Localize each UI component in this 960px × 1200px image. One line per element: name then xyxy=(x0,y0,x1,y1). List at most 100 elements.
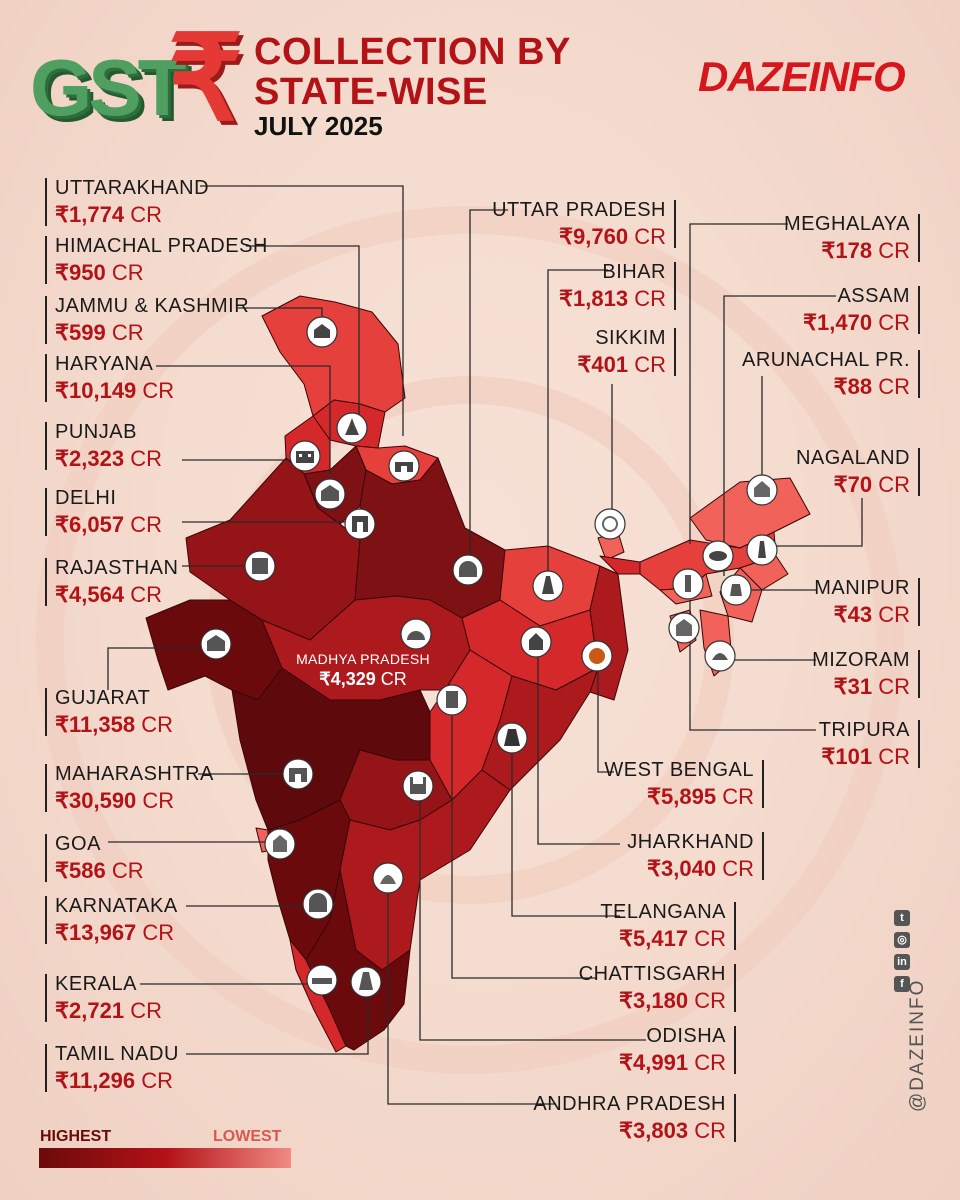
rhino-icon xyxy=(702,540,734,572)
unit-label: CR xyxy=(130,998,162,1023)
unit-label: CR xyxy=(634,286,666,311)
unit-label: CR xyxy=(878,674,910,699)
church-icon-goa xyxy=(264,828,296,860)
bodh-gaya-icon xyxy=(532,570,564,602)
unit-label: CR xyxy=(634,224,666,249)
state-name: DELHI xyxy=(55,487,117,509)
sikkim-emblem-icon xyxy=(594,508,626,540)
state-name: ODISHA xyxy=(646,1025,726,1047)
state-name: TRIPURA xyxy=(818,719,910,741)
title-line-1: COLLECTION BY xyxy=(254,31,571,73)
state-value: ₹178 xyxy=(821,238,873,263)
state-value: ₹11,358 xyxy=(55,712,136,737)
label-kerala: KERALA ₹2,721 CR xyxy=(45,974,162,1022)
state-value: ₹31 xyxy=(833,674,873,699)
unit-label: CR xyxy=(694,1118,726,1143)
unit-label: CR xyxy=(694,926,726,951)
state-name: NAGALAND xyxy=(795,447,910,469)
period-label: JULY 2025 xyxy=(254,111,383,141)
taj-mahal-icon xyxy=(452,554,484,586)
gopuram-icon xyxy=(350,966,382,998)
unit-label: CR xyxy=(111,858,144,883)
label-uttar-pradesh: UTTAR PRADESH ₹9,760 CR xyxy=(492,200,676,248)
twitter-icon[interactable]: t xyxy=(894,910,910,926)
unit-label: CR xyxy=(130,202,162,227)
hawa-mahal-icon xyxy=(244,550,276,582)
state-name: MIZORAM xyxy=(812,649,910,671)
state-name: PUNJAB xyxy=(55,421,137,443)
leader-lines xyxy=(107,185,863,1105)
state-value: ₹3,040 xyxy=(647,856,717,881)
rupee-symbol-icon: ₹ xyxy=(168,13,244,145)
state-value: ₹5,417 xyxy=(619,926,689,951)
legend-color-scale xyxy=(39,1148,291,1168)
monastery-icon-arunachal xyxy=(746,474,778,506)
state-name: ARUNACHAL PR. xyxy=(741,349,910,371)
temple-icon-chhattisgarh xyxy=(436,684,468,716)
label-rajasthan: RAJASTHAN ₹4,564 CR xyxy=(45,558,178,606)
unit-label: CR xyxy=(878,310,910,335)
india-gate-icon xyxy=(344,508,376,540)
temple-icon xyxy=(336,412,368,444)
state-value: ₹101 xyxy=(821,744,873,769)
region-west-bengal[interactable] xyxy=(589,565,629,701)
dancer-icon xyxy=(746,534,778,566)
state-value: ₹950 xyxy=(55,260,106,285)
label-maharashtra: MAHARASHTRA ₹30,590 CR xyxy=(45,764,214,812)
state-name: WEST BENGAL xyxy=(604,759,754,781)
label-uttarakhand: UTTARAKHAND ₹1,774 CR xyxy=(45,178,209,226)
label-andhra-pradesh: ANDHRA PRADESH ₹3,803 CR xyxy=(533,1094,736,1142)
temple-icon-andhra xyxy=(372,862,404,894)
instagram-icon[interactable]: ◎ xyxy=(894,932,910,948)
fort-icon xyxy=(289,440,321,472)
unit-label: CR xyxy=(722,856,754,881)
state-value: ₹6,057 xyxy=(55,512,125,537)
region-odisha[interactable] xyxy=(481,667,599,791)
title-line-2: STATE-WISE xyxy=(254,71,488,113)
region-tamil-nadu[interactable] xyxy=(305,869,411,1051)
konark-icon xyxy=(496,722,528,754)
tiger-icon xyxy=(581,640,613,672)
state-name: MANIPUR xyxy=(814,577,910,599)
state-name: RAJASTHAN xyxy=(55,557,179,579)
label-goa: GOA ₹586 CR xyxy=(45,834,144,882)
label-manipur: MANIPUR ₹43 CR xyxy=(814,578,920,626)
state-name: HIMACHAL PRADESH xyxy=(55,235,268,257)
palace-icon xyxy=(314,478,346,510)
unit-label: CR xyxy=(878,238,910,263)
state-value: ₹599 xyxy=(55,320,106,345)
state-value: ₹3,180 xyxy=(619,988,689,1013)
state-name: JHARKHAND xyxy=(627,831,754,853)
state-value: ₹88 xyxy=(833,374,873,399)
region-jammu-kashmir[interactable] xyxy=(261,295,406,417)
label-assam: ASSAM ₹1,470 CR xyxy=(803,286,920,334)
label-madhya-pradesh: MADHYA PRADESH ₹4,329 CR xyxy=(278,652,448,688)
state-value: ₹3,803 xyxy=(619,1118,689,1143)
state-value: ₹4,329 xyxy=(319,669,376,689)
hornbill-icon xyxy=(704,640,736,672)
gate-icon xyxy=(388,450,420,482)
unit-label: CR xyxy=(878,602,910,627)
label-odisha: ODISHA ₹4,991 CR xyxy=(619,1026,736,1074)
label-karnataka: KARNATAKA ₹13,967 CR xyxy=(45,896,178,944)
palace-icon-tripura xyxy=(668,612,700,644)
linkedin-icon[interactable]: in xyxy=(894,954,910,970)
unit-label: CR xyxy=(130,582,162,607)
unit-label: CR xyxy=(142,378,175,403)
unit-label: CR xyxy=(142,788,175,813)
state-name: UTTAR PRADESH xyxy=(492,199,666,221)
region-arunachal-pradesh[interactable] xyxy=(689,477,811,549)
monastery-icon xyxy=(306,316,338,348)
state-value: ₹2,323 xyxy=(55,446,125,471)
state-name: JAMMU & KASHMIR xyxy=(55,295,250,317)
unit-label: CR xyxy=(130,446,162,471)
state-name: KERALA xyxy=(55,973,137,995)
state-name: MEGHALAYA xyxy=(783,213,910,235)
state-value: ₹11,296 xyxy=(55,1068,136,1093)
state-value: ₹4,991 xyxy=(619,1050,689,1075)
facebook-icon[interactable]: f xyxy=(894,976,910,992)
label-nagaland: NAGALAND ₹70 CR xyxy=(796,448,920,496)
state-value: ₹13,967 xyxy=(55,920,137,945)
unit-label: CR xyxy=(380,669,407,689)
region-uttar-pradesh[interactable] xyxy=(354,457,506,619)
